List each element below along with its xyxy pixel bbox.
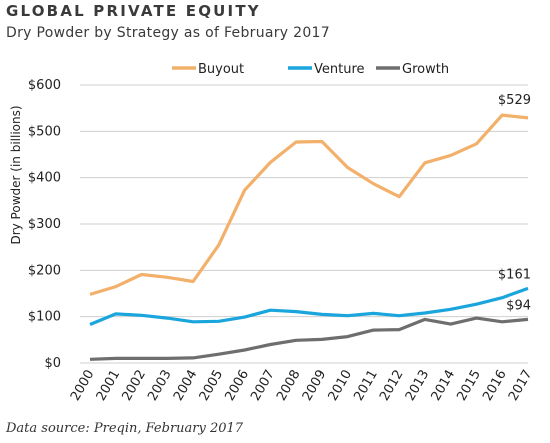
annotation-growth: $94 [506, 298, 531, 313]
x-tick-label: 2006 [223, 368, 253, 404]
line-chart: $0$100$200$300$400$500$600 2000200120022… [9, 62, 536, 404]
x-tick-label: 2004 [171, 368, 201, 404]
x-tick-label: 2013 [403, 368, 433, 404]
y-axis: $0 $100 $200 $300 $400 $500 $600 [28, 78, 61, 371]
x-tick-label: 2017 [506, 368, 536, 404]
annotations: $529 $161 $94 [498, 93, 531, 314]
x-tick-label: 2012 [377, 368, 407, 404]
y-tick-label: $300 [28, 217, 61, 232]
x-tick-label: 2003 [145, 368, 175, 404]
x-tick-label: 2007 [248, 368, 278, 404]
legend-label-buyout: Buyout [198, 62, 244, 77]
x-tick-label: 2002 [119, 368, 149, 404]
x-axis: 2000200120022003200420052006200720082009… [68, 368, 536, 404]
x-tick-label: 2014 [429, 368, 459, 404]
y-tick-label: $600 [28, 78, 61, 93]
y-axis-label: Dry Powder (in billions) [9, 105, 23, 244]
x-tick-label: 2001 [94, 368, 124, 404]
x-tick-label: 2005 [197, 368, 227, 404]
legend: Buyout Venture Growth [172, 62, 449, 77]
series-line-growth [89, 316, 529, 361]
x-tick-label: 2009 [300, 368, 330, 404]
y-tick-label: $200 [28, 263, 61, 278]
x-tick-label: 2015 [454, 368, 484, 404]
legend-label-venture: Venture [314, 62, 365, 77]
x-tick-label: 2000 [68, 368, 98, 404]
x-tick-label: 2016 [480, 368, 510, 404]
series-line-buyout [89, 113, 529, 296]
x-tick-label: 2008 [274, 368, 304, 404]
y-tick-label: $0 [44, 356, 61, 371]
chart-subtitle: Dry Powder by Strategy as of February 20… [6, 25, 330, 41]
x-tick-label: 2011 [351, 368, 381, 404]
x-tick-label: 2010 [326, 368, 356, 404]
series-lines [89, 113, 529, 361]
chart-title: GLOBAL PRIVATE EQUITY [6, 2, 261, 20]
series-line-venture [89, 286, 529, 326]
y-tick-label: $400 [28, 171, 61, 186]
annotation-buyout: $529 [498, 93, 531, 108]
y-tick-label: $500 [28, 124, 61, 139]
y-tick-label: $100 [28, 310, 61, 325]
annotation-venture: $161 [498, 267, 531, 282]
data-source-note: Data source: Preqin, February 2017 [6, 421, 244, 436]
legend-label-growth: Growth [402, 62, 449, 77]
